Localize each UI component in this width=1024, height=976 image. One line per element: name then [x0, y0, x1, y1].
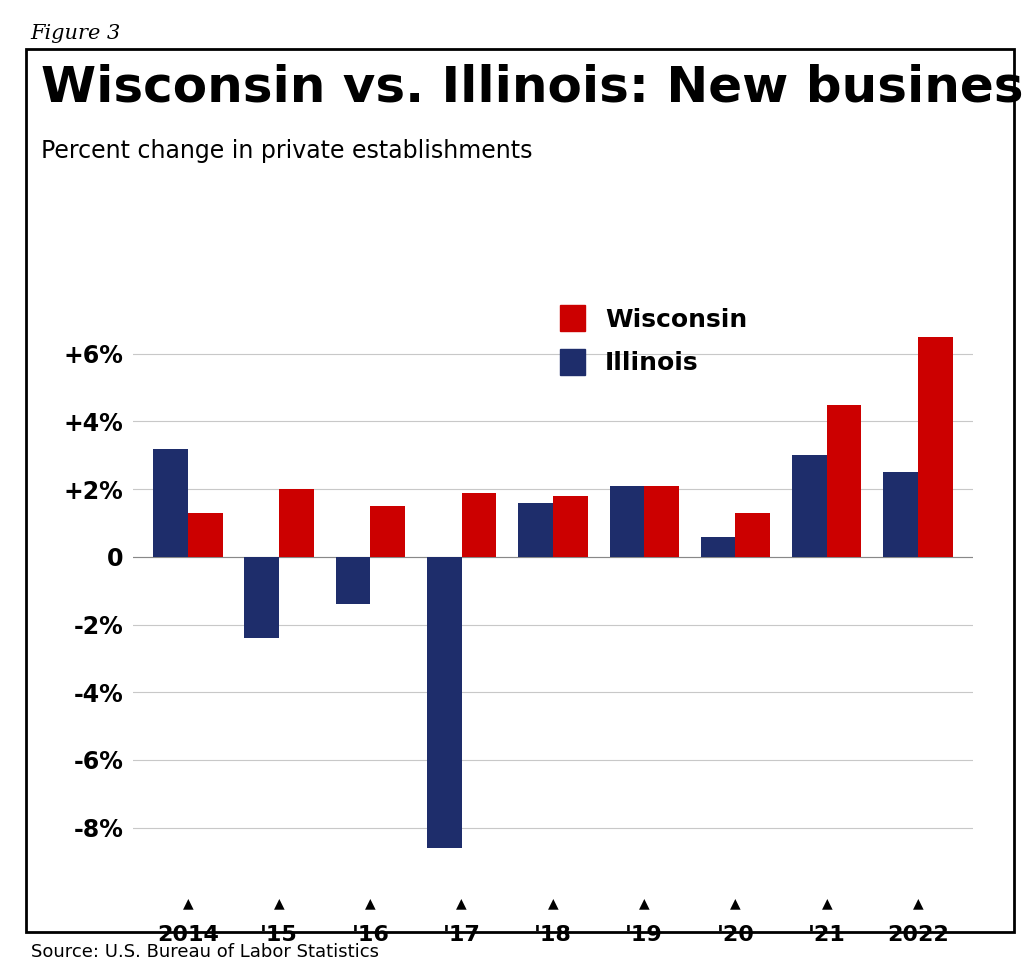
Text: Wisconsin vs. Illinois: New businesses: Wisconsin vs. Illinois: New businesses [41, 63, 1024, 111]
Text: 2022: 2022 [887, 925, 949, 945]
Text: ▲: ▲ [821, 896, 833, 910]
Text: ▲: ▲ [457, 896, 467, 910]
Bar [462, 493, 497, 557]
Text: 2014: 2014 [157, 925, 219, 945]
Bar [644, 486, 679, 557]
Bar [427, 557, 462, 848]
Bar [700, 537, 735, 557]
Text: '15: '15 [260, 925, 298, 945]
Bar [609, 486, 644, 557]
Text: '16: '16 [351, 925, 389, 945]
Text: ▲: ▲ [730, 896, 740, 910]
Bar [735, 512, 770, 557]
Text: Percent change in private establishments: Percent change in private establishments [41, 139, 532, 163]
Text: ▲: ▲ [182, 896, 194, 910]
Text: ▲: ▲ [366, 896, 376, 910]
Text: ▲: ▲ [548, 896, 558, 910]
Bar [280, 489, 313, 557]
Bar [187, 512, 222, 557]
Text: ▲: ▲ [273, 896, 285, 910]
Text: '18: '18 [535, 925, 571, 945]
Text: Source: U.S. Bureau of Labor Statistics: Source: U.S. Bureau of Labor Statistics [31, 944, 379, 961]
Bar [884, 472, 919, 557]
Bar [371, 506, 406, 557]
Text: ▲: ▲ [639, 896, 649, 910]
Bar [553, 496, 588, 557]
Text: Figure 3: Figure 3 [31, 24, 121, 43]
Text: '20: '20 [717, 925, 755, 945]
Text: ▲: ▲ [912, 896, 924, 910]
Bar [826, 404, 861, 557]
Bar [518, 503, 553, 557]
Bar [919, 337, 952, 557]
Bar [793, 455, 826, 557]
Bar [245, 557, 280, 638]
Bar [336, 557, 371, 604]
Text: '17: '17 [442, 925, 480, 945]
Text: '19: '19 [626, 925, 664, 945]
Legend: Wisconsin, Illinois: Wisconsin, Illinois [560, 305, 748, 376]
Text: '21: '21 [808, 925, 846, 945]
Bar [154, 449, 187, 557]
